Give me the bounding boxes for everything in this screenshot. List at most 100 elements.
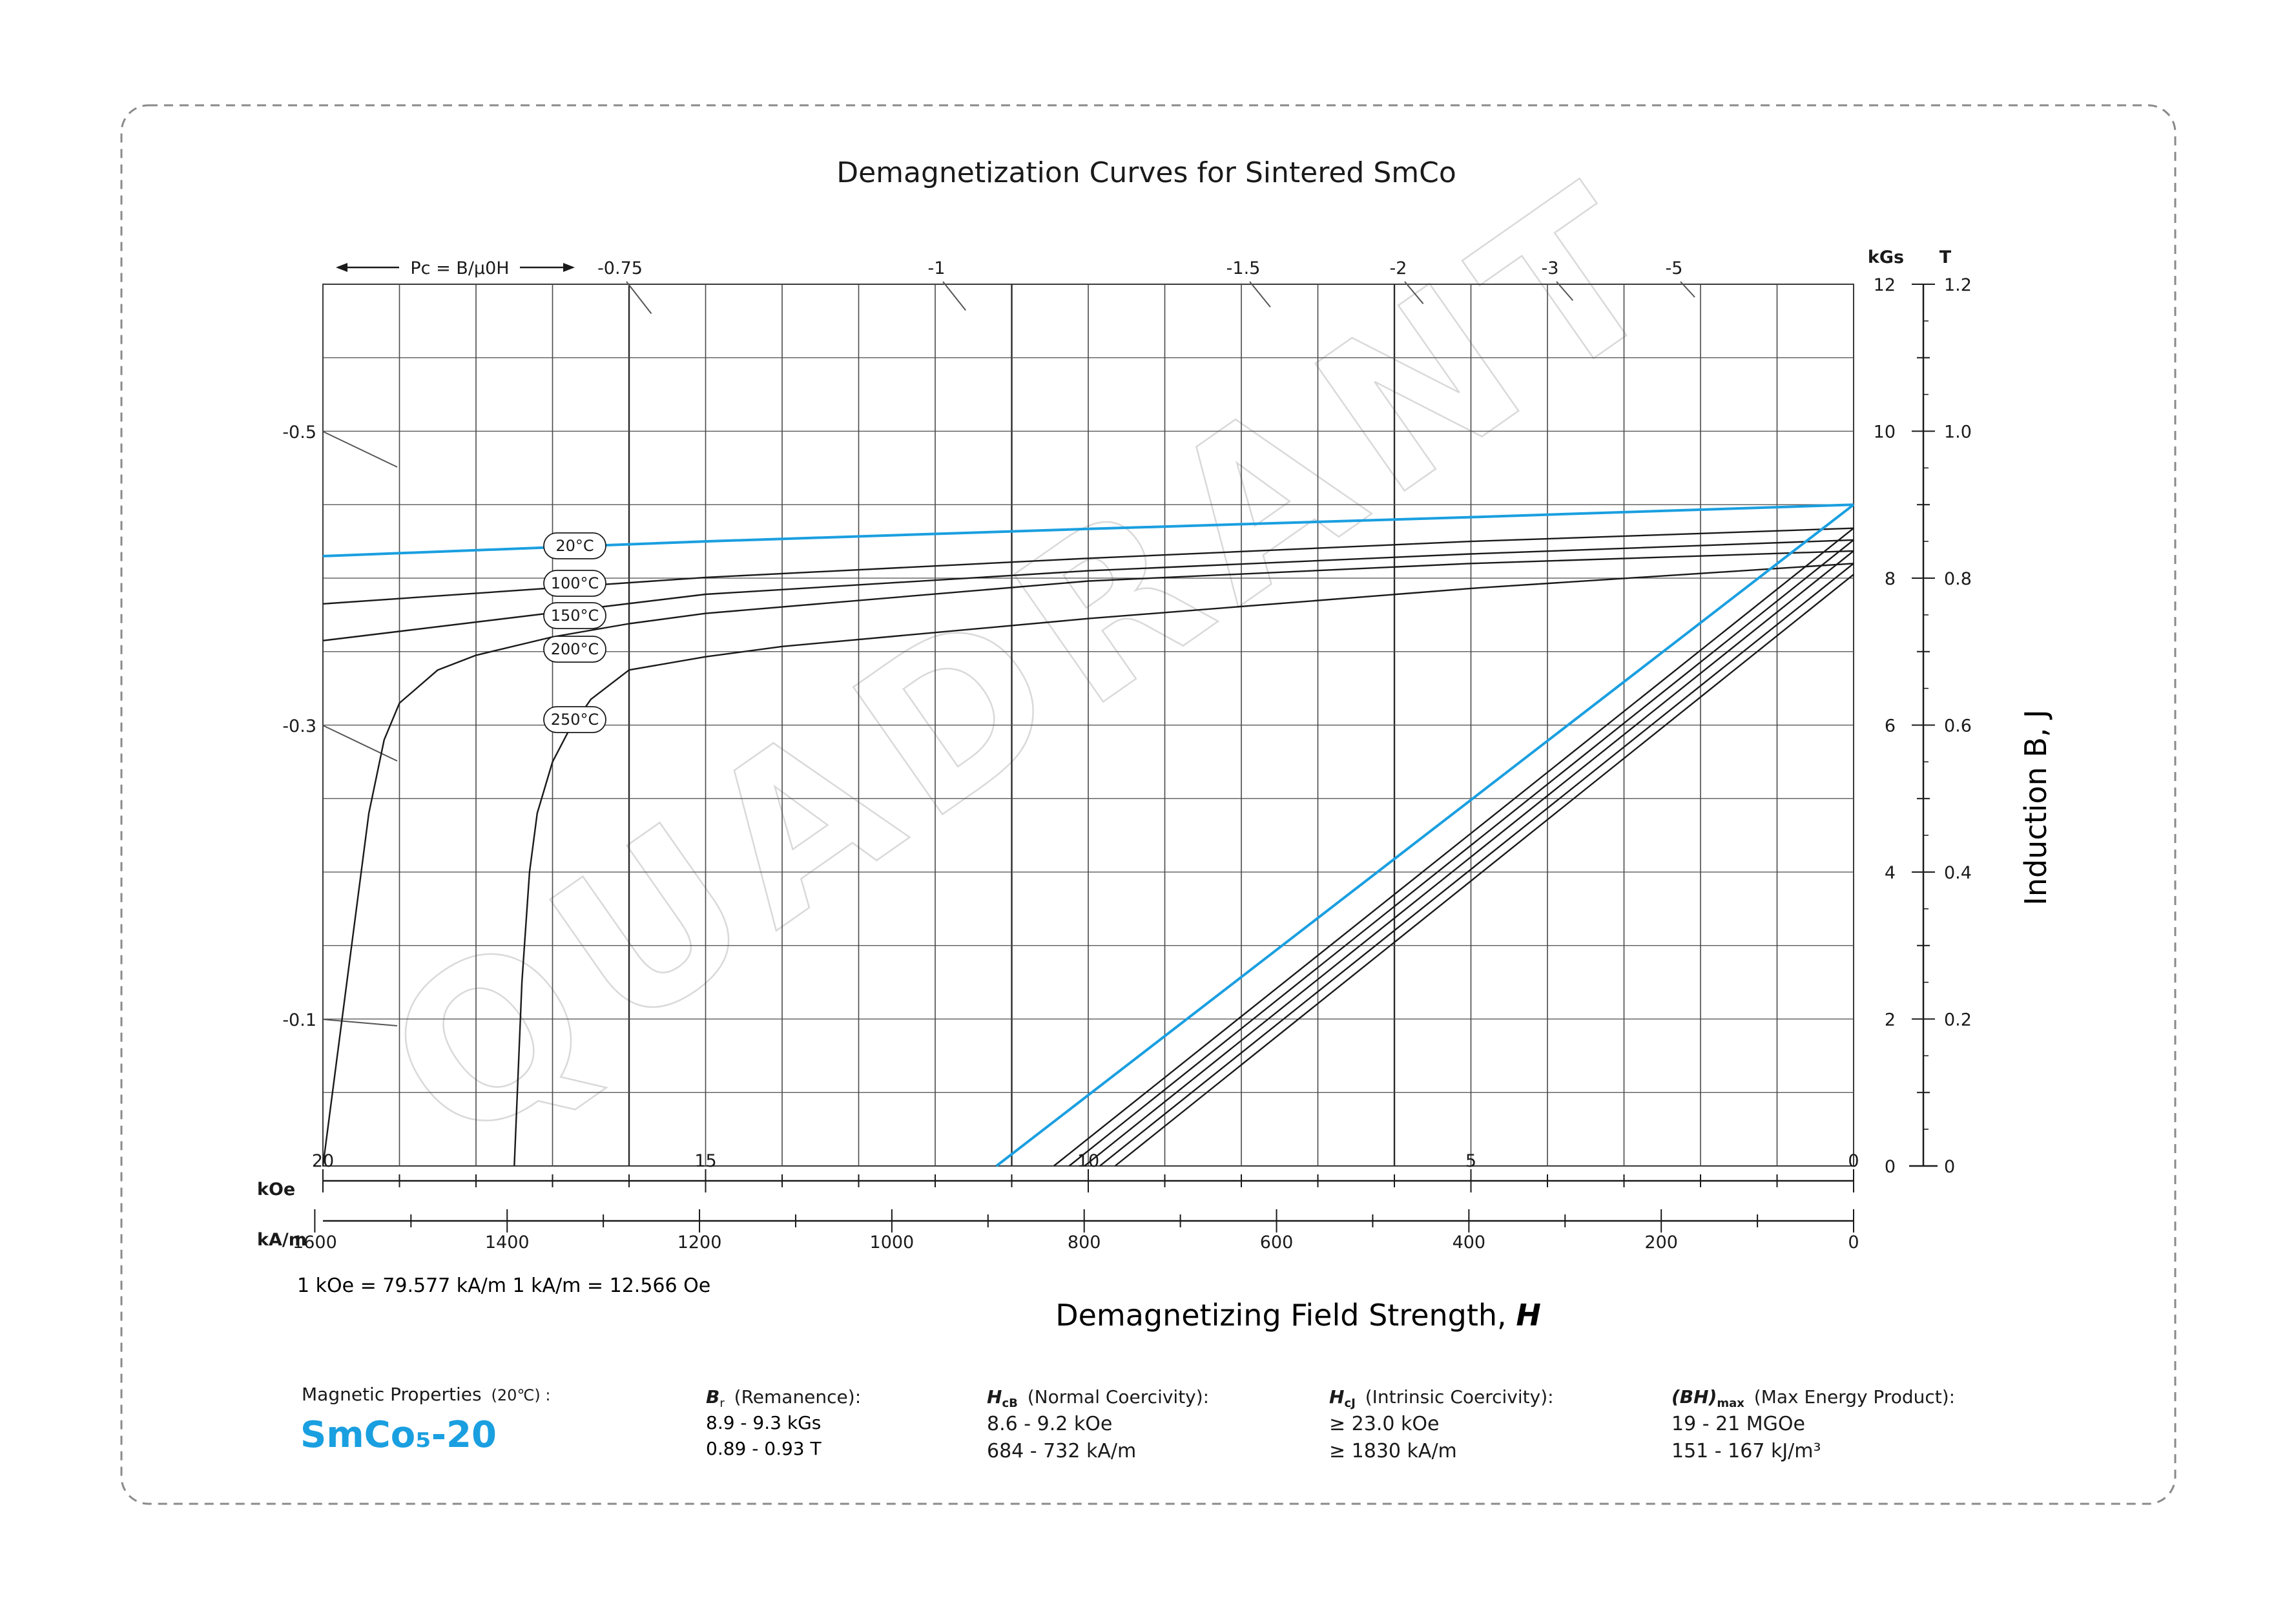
y-tick-label-kgs: 8 [1885, 569, 1896, 589]
remanence-block: Br (Remanence): 8.9 - 9.3 kGs 0.89 - 0.9… [706, 1386, 861, 1459]
energy-product-block: (BH)max (Max Energy Product): 19 - 21 MG… [1671, 1386, 1955, 1462]
pc-header: Pc = B/μ0H [336, 258, 575, 278]
pc-guide-top [1556, 281, 1574, 301]
y-tick-label-t: 0 [1944, 1157, 1955, 1177]
pc-label-top: -5 [1666, 258, 1683, 278]
x-tick-label-kam: 600 [1260, 1233, 1294, 1253]
x-tick-label-koe: 20 [312, 1151, 334, 1171]
series-line [1114, 574, 1854, 1167]
temp-label-pill [543, 602, 606, 629]
temp-label: 100°C [543, 570, 606, 597]
watermark: QUADRANT [345, 131, 1715, 1195]
temp-label-pill [543, 570, 606, 597]
x-tick-label-koe: 5 [1465, 1151, 1476, 1171]
svg-text:HcB (Normal Coercivity: HcB (Normal Coercivity): [987, 1386, 1209, 1411]
pc-header-text: Pc = B/μ0H [410, 258, 509, 278]
x-axis-label: Demagnetizing Field Strength, H [1055, 1298, 1541, 1333]
x-unit-top: kOe [257, 1180, 295, 1200]
pc-guide-left [322, 1019, 398, 1026]
x-tick-label-kam: 400 [1453, 1233, 1486, 1253]
properties-heading: Magnetic Properties (20℃) : [302, 1384, 550, 1405]
curve-labels: 20°C 100°C 150°C 200°C 250°C [543, 532, 606, 733]
energy-product-value-2: 151 - 167 kJ/m³ [1671, 1440, 1821, 1462]
remanence-value-1: 8.9 - 9.3 kGs [706, 1412, 821, 1433]
pc-label-top: -2 [1390, 258, 1407, 278]
series [322, 503, 1855, 1167]
pc-label-left: -0.1 [282, 1010, 316, 1030]
chart-title: Demagnetization Curves for Sintered SmCo [836, 156, 1456, 189]
pc-guide-top [626, 281, 652, 315]
svg-text:HcJ (Intrinsic Coerciv: HcJ (Intrinsic Coercivity): [1329, 1386, 1554, 1411]
pc-guide-top [1249, 281, 1271, 307]
series-line [1084, 550, 1854, 1167]
pc-label-top: -0.75 [597, 258, 643, 278]
intrinsic-coercivity-value-2: ≥ 1830 kA/m [1329, 1440, 1457, 1462]
x-tick-label-kam: 1400 [485, 1233, 530, 1253]
grade-name: SmCo₅-20 [300, 1414, 497, 1456]
y-tick-label-t: 1.2 [1944, 275, 1972, 295]
intrinsic-coercivity-block: HcJ (Intrinsic Coercivity): ≥ 23.0 kOe ≥… [1329, 1386, 1554, 1462]
temp-label: 200°C [543, 636, 606, 663]
y-tick-label-kgs: 10 [1874, 422, 1896, 442]
temp-label-pill [543, 706, 606, 733]
temp-label-text: 200°C [551, 640, 599, 658]
normal-coercivity-block: HcB (Normal Coercivity): 8.6 - 9.2 kOe 6… [987, 1386, 1209, 1462]
y-tick-label-t: 1.0 [1944, 422, 1972, 442]
series-line [322, 550, 1854, 1167]
x-tick-label-kam: 200 [1644, 1233, 1678, 1253]
pc-guide-top [942, 281, 966, 311]
x-unit-bottom: kA/m [257, 1230, 307, 1250]
series-line [1068, 539, 1854, 1167]
y-tick-label-kgs: 0 [1885, 1157, 1896, 1177]
pc-guide-top [1404, 281, 1424, 304]
y-tick-label-t: 0.6 [1944, 716, 1972, 736]
y-tick-label-t: 0.2 [1944, 1010, 1972, 1030]
x-axis-label-symbol: H [1516, 1298, 1541, 1333]
energy-product-value-1: 19 - 21 MGOe [1671, 1413, 1805, 1435]
y-unit-left: kGs [1868, 247, 1904, 267]
pc-guide-left [322, 725, 398, 762]
y-unit-right: T [1939, 247, 1952, 267]
svg-text:QUADRANT: QUADRANT [346, 132, 1714, 1194]
series-line [1053, 527, 1854, 1167]
y-axis-label: Induction B, J [2018, 709, 2053, 905]
series-line [513, 563, 1854, 1167]
x-tick-label-koe: 10 [1077, 1151, 1099, 1171]
grid [322, 284, 1854, 1167]
temp-label-text: 100°C [551, 574, 599, 592]
temp-label-text: 150°C [551, 607, 599, 625]
pc-label-top: -1 [928, 258, 946, 278]
x-tick-label-kam: 0 [1848, 1233, 1859, 1253]
series-line [995, 503, 1855, 1167]
x-tick-label-kam: 800 [1068, 1233, 1101, 1253]
y-tick-label-t: 0.8 [1944, 569, 1972, 589]
y-tick-label-kgs: 4 [1885, 863, 1896, 883]
pc-label-left: -0.5 [282, 422, 316, 442]
normal-coercivity-value-1: 8.6 - 9.2 kOe [987, 1413, 1112, 1435]
series-line [1099, 563, 1854, 1167]
y-tick-label-kgs: 6 [1885, 716, 1896, 736]
intrinsic-coercivity-value-1: ≥ 23.0 kOe [1329, 1413, 1439, 1435]
svg-text:(BH)max (Max Energy Pr: (BH)max (Max Energy Product): [1671, 1386, 1955, 1411]
x-tick-label-koe: 15 [694, 1151, 716, 1171]
x-tick-label-kam: 1200 [677, 1233, 722, 1253]
x-tick-label-kam: 1600 [293, 1233, 337, 1253]
temp-label: 150°C [543, 602, 606, 629]
pc-label-top: -3 [1542, 258, 1559, 278]
temp-label-pill [543, 532, 606, 559]
pc-guide-top [1680, 281, 1695, 298]
temp-label-text: 20°C [555, 537, 594, 555]
y-tick-label-t: 0.4 [1944, 863, 1972, 883]
remanence-value-2: 0.89 - 0.93 T [706, 1438, 822, 1459]
permeance-lines: -0.75 -1 -1.5 -2 -3 -5 -0.5 -0.3 -0.1 [282, 258, 1695, 1030]
conversion-note: 1 kOe = 79.577 kA/m 1 kA/m = 12.566 Oe [297, 1274, 710, 1297]
temp-label-text: 250°C [551, 711, 599, 729]
pc-label-top: -1.5 [1226, 258, 1261, 278]
normal-coercivity-value-2: 684 - 732 kA/m [987, 1440, 1136, 1462]
page-frame [120, 104, 2177, 1505]
properties-block: Magnetic Properties (20℃) : SmCo₅-20 Br … [300, 1384, 1955, 1462]
axes: 0 2 4 6 8 10 12 0 0.2 0.4 0.6 0.8 1.0 1.2 20 15 10 5 0 1600… [293, 275, 1972, 1253]
y-tick-label-kgs: 2 [1885, 1010, 1896, 1030]
pc-label-left: -0.3 [282, 716, 316, 736]
